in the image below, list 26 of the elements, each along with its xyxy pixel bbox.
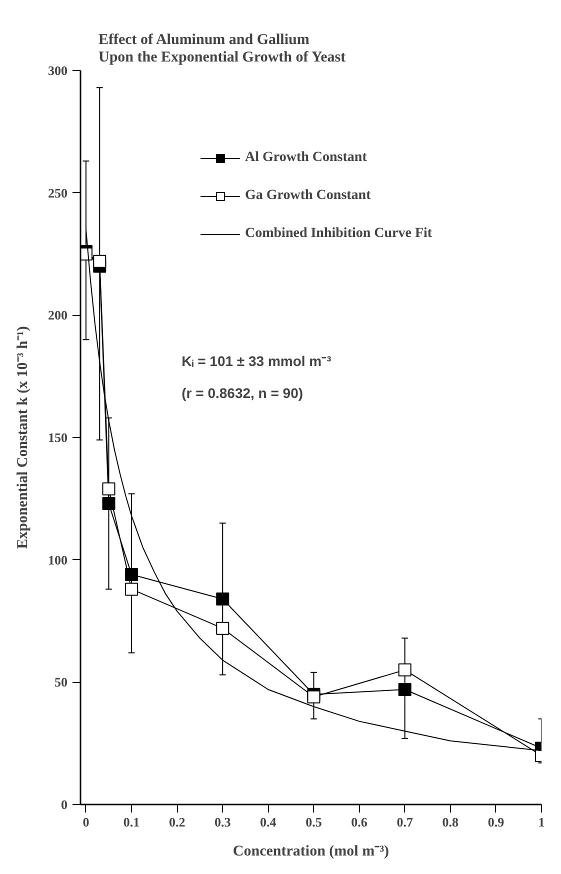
x-tick-label: 0.6: [351, 814, 368, 830]
x-tick-label: 0.7: [396, 814, 414, 830]
chart-title: Effect of Aluminum and Gallium Upon the Exponential Growth of Yeast: [98, 32, 346, 66]
y-tick-label: 100: [48, 552, 68, 568]
annotation: Kᵢ = 101 ± 33 mmol m⁻³: [182, 352, 332, 369]
x-tick-label: 0.5: [306, 814, 322, 830]
x-tick-label: 0.8: [442, 814, 460, 830]
y-tick-label: 200: [48, 308, 68, 323]
y-axis-title: Exponential Constant k (x 10⁻³ h⁻¹): [15, 326, 31, 549]
y-tick-label: 150: [48, 430, 68, 445]
x-tick-label: 0.1: [123, 814, 140, 830]
y-tick-label: 0: [61, 797, 68, 812]
legend-label: Al Growth Constant: [245, 150, 367, 166]
x-tick-label: 0: [82, 814, 90, 830]
y-tick-label: 300: [48, 63, 68, 78]
x-tick-label: 0.2: [168, 814, 186, 830]
x-tick-label: 0.9: [488, 814, 505, 830]
x-tick-label: 0.3: [214, 814, 232, 830]
legend-label: Ga Growth Constant: [245, 188, 371, 204]
x-tick-label: 1: [538, 814, 545, 830]
annotation: (r = 0.8632, n = 90): [182, 384, 304, 401]
y-tick-label: 50: [54, 674, 68, 690]
x-axis-title: Concentration (mol m⁻³): [232, 844, 390, 860]
x-tick-label: 0.4: [260, 814, 277, 830]
legend-label: Combined Inhibition Curve Fit: [245, 226, 432, 242]
y-tick-label: 250: [48, 185, 68, 200]
